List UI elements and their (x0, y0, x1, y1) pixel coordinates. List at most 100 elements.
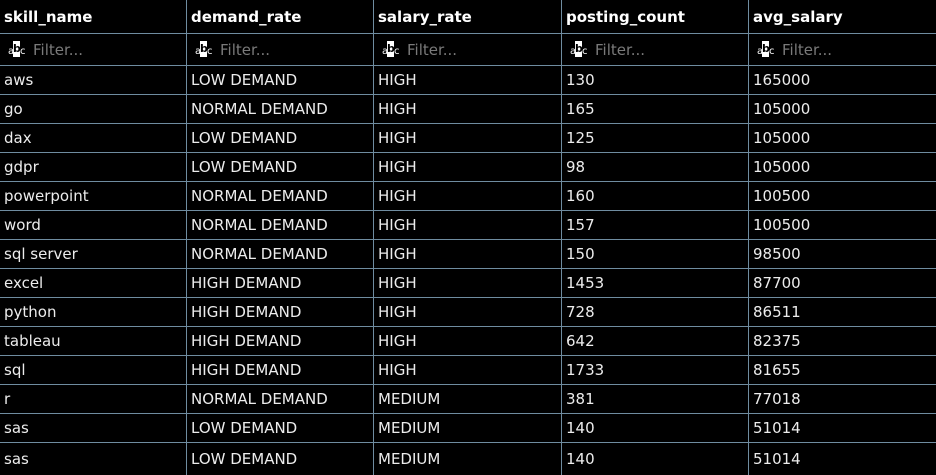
cell-posting-count[interactable]: 642 (562, 327, 749, 355)
table-row[interactable]: sas LOW DEMAND MEDIUM 140 51014 (0, 443, 936, 475)
table-row[interactable]: sas LOW DEMAND MEDIUM 140 51014 (0, 414, 936, 443)
cell-posting-count[interactable]: 140 (562, 443, 749, 475)
table-row[interactable]: python HIGH DEMAND HIGH 728 86511 (0, 298, 936, 327)
table-row[interactable]: aws LOW DEMAND HIGH 130 165000 (0, 66, 936, 95)
cell-avg-salary[interactable]: 77018 (753, 390, 801, 408)
cell-skill-name[interactable]: tableau (0, 327, 187, 355)
cell-salary-rate[interactable]: MEDIUM (374, 414, 562, 442)
cell-avg-salary[interactable]: 82375 (753, 332, 801, 350)
cell-demand-rate[interactable]: LOW DEMAND (187, 124, 374, 152)
cell-demand-rate[interactable]: NORMAL DEMAND (187, 182, 374, 210)
cell-skill-name[interactable]: powerpoint (0, 182, 187, 210)
cell-posting-count[interactable]: 130 (562, 66, 749, 94)
filter-input-salary-rate[interactable] (407, 40, 547, 59)
cell-posting-count[interactable]: 1453 (562, 269, 749, 297)
cell-skill-name[interactable]: sas (0, 443, 187, 475)
cell-posting-count[interactable]: 165 (562, 95, 749, 123)
cell-demand-rate[interactable]: NORMAL DEMAND (187, 95, 374, 123)
cell-demand-rate[interactable]: HIGH DEMAND (187, 269, 374, 297)
filter-input-skill-name[interactable] (33, 40, 173, 59)
cell-salary-rate[interactable]: MEDIUM (374, 385, 562, 413)
table-row[interactable]: gdpr LOW DEMAND HIGH 98 105000 (0, 153, 936, 182)
cell-posting-count[interactable]: 157 (562, 211, 749, 239)
cell-skill-name[interactable]: go (0, 95, 187, 123)
filter-input-avg-salary[interactable] (782, 40, 922, 59)
cell-skill-name[interactable]: r (0, 385, 187, 413)
table-row[interactable]: tableau HIGH DEMAND HIGH 642 82375 (0, 327, 936, 356)
cell-demand-rate[interactable]: NORMAL DEMAND (187, 385, 374, 413)
cell-avg-salary[interactable]: 100500 (753, 187, 811, 205)
cell-skill-name[interactable]: sql (0, 356, 187, 384)
cell-demand-rate[interactable]: LOW DEMAND (187, 443, 374, 475)
cell-posting-count[interactable]: 125 (562, 124, 749, 152)
column-header-demand-rate[interactable]: demand_rate (187, 0, 374, 33)
cell-avg-salary[interactable]: 86511 (753, 303, 801, 321)
table-row[interactable]: powerpoint NORMAL DEMAND HIGH 160 100500 (0, 182, 936, 211)
cell-skill-name[interactable]: gdpr (0, 153, 187, 181)
cell-skill-name[interactable]: sql server (0, 240, 187, 268)
column-header-posting-count[interactable]: posting_count (562, 0, 749, 33)
cell-salary-rate[interactable]: HIGH (374, 211, 562, 239)
column-header-avg-salary[interactable]: avg_salary (753, 7, 843, 26)
cell-salary-rate[interactable]: HIGH (374, 182, 562, 210)
cell-demand-rate[interactable]: HIGH DEMAND (187, 356, 374, 384)
column-header-skill-name[interactable]: skill_name (0, 0, 187, 33)
table-row[interactable]: go NORMAL DEMAND HIGH 165 105000 (0, 95, 936, 124)
cell-skill-name[interactable]: sas (0, 414, 187, 442)
table-row[interactable]: r NORMAL DEMAND MEDIUM 381 77018 (0, 385, 936, 414)
cell-salary-rate[interactable]: HIGH (374, 269, 562, 297)
table-row[interactable]: excel HIGH DEMAND HIGH 1453 87700 (0, 269, 936, 298)
cell-skill-name[interactable]: word (0, 211, 187, 239)
cell-salary-rate[interactable]: HIGH (374, 356, 562, 384)
cell-salary-rate[interactable]: HIGH (374, 298, 562, 326)
table-row[interactable]: sql server NORMAL DEMAND HIGH 150 98500 (0, 240, 936, 269)
cell-skill-name[interactable]: excel (0, 269, 187, 297)
column-header-salary-rate[interactable]: salary_rate (374, 0, 562, 33)
cell-skill-name[interactable]: aws (0, 66, 187, 94)
cell-posting-count[interactable]: 150 (562, 240, 749, 268)
cell-posting-count[interactable]: 140 (562, 414, 749, 442)
cell-posting-count[interactable]: 381 (562, 385, 749, 413)
cell-demand-rate[interactable]: HIGH DEMAND (187, 298, 374, 326)
cell-avg-salary[interactable]: 105000 (753, 158, 811, 176)
cell-avg-salary[interactable]: 105000 (753, 129, 811, 147)
cell-avg-salary[interactable]: 51014 (753, 419, 801, 437)
table-row[interactable]: word NORMAL DEMAND HIGH 157 100500 (0, 211, 936, 240)
cell-posting-count[interactable]: 160 (562, 182, 749, 210)
cell-demand-rate[interactable]: LOW DEMAND (187, 153, 374, 181)
cell-avg-salary[interactable]: 165000 (753, 71, 811, 89)
cell-demand-rate[interactable]: LOW DEMAND (187, 66, 374, 94)
cell-demand-rate[interactable]: LOW DEMAND (187, 414, 374, 442)
cell-avg-salary[interactable]: 105000 (753, 100, 811, 118)
cell-posting-count[interactable]: 728 (562, 298, 749, 326)
cell-salary-rate[interactable]: HIGH (374, 95, 562, 123)
cell-demand-rate[interactable]: NORMAL DEMAND (187, 211, 374, 239)
table-row[interactable]: dax LOW DEMAND HIGH 125 105000 (0, 124, 936, 153)
cell-avg-salary[interactable]: 81655 (753, 361, 801, 379)
cell-avg-salary[interactable]: 98500 (753, 245, 801, 263)
filter-input-demand-rate[interactable] (220, 40, 360, 59)
cell-salary-rate[interactable]: HIGH (374, 240, 562, 268)
cell-skill-name[interactable]: python (0, 298, 187, 326)
cell-avg-salary[interactable]: 100500 (753, 216, 811, 234)
cell-salary-rate[interactable]: HIGH (374, 124, 562, 152)
cell-salary-rate[interactable]: HIGH (374, 153, 562, 181)
filter-input-posting-count[interactable] (595, 40, 735, 59)
cell-demand-rate[interactable]: NORMAL DEMAND (187, 240, 374, 268)
cell-avg-salary[interactable]: 51014 (753, 450, 801, 468)
cell-posting-count[interactable]: 1733 (562, 356, 749, 384)
table-row[interactable]: sql HIGH DEMAND HIGH 1733 81655 (0, 356, 936, 385)
cell-salary-rate[interactable]: HIGH (374, 327, 562, 355)
cell-avg-salary[interactable]: 87700 (753, 274, 801, 292)
cell-salary-rate[interactable]: MEDIUM (374, 443, 562, 475)
cell-skill-name[interactable]: dax (0, 124, 187, 152)
cell-demand-rate[interactable]: HIGH DEMAND (187, 327, 374, 355)
cell-salary-rate[interactable]: HIGH (374, 66, 562, 94)
cell-posting-count[interactable]: 98 (562, 153, 749, 181)
